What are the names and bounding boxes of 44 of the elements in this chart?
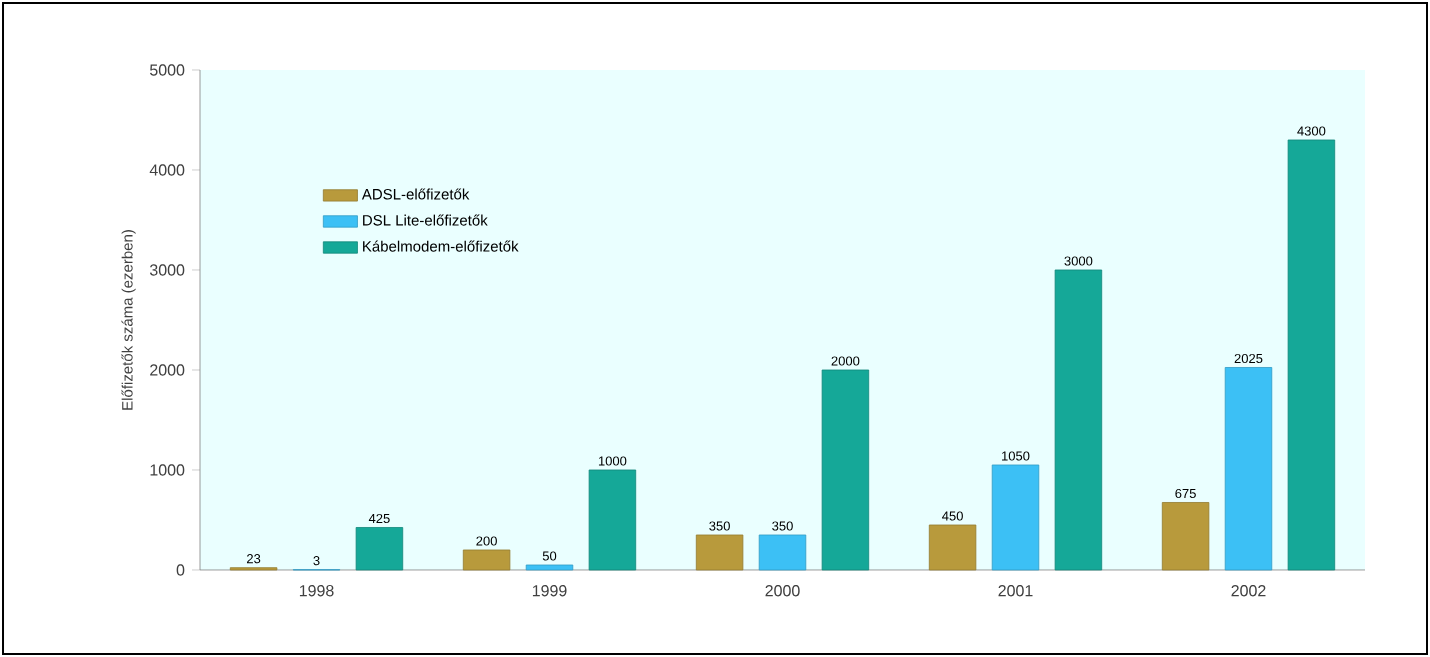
bar [695,534,744,571]
y-tick-label: 4000 [149,164,185,176]
data-label: 2000 [831,356,860,366]
bar [821,369,870,571]
data-label: 1050 [1002,451,1030,461]
bar [588,469,637,571]
data-label: 23 [247,554,261,564]
y-tick-label: 2000 [150,364,185,376]
bar [229,567,278,571]
legend-label: DSL Lite-előfizetők [363,214,488,226]
y-tick-label: 1000 [150,464,185,476]
y-tick-label: 5000 [149,64,185,76]
data-label: 675 [1175,488,1196,499]
data-label: 3000 [1064,256,1093,266]
data-label: 350 [772,521,793,531]
x-tick-label: 1998 [299,585,334,597]
data-label: 350 [709,521,730,531]
data-label: 1000 [598,456,627,466]
y-axis-title: Előfizetők száma (ezerben) [121,230,136,410]
y-tick-label: 0 [176,564,185,576]
data-label: 2025 [1234,353,1263,364]
bar [758,534,807,571]
x-tick-label: 2001 [998,585,1033,597]
bar [1161,502,1210,571]
data-label: 3 [313,556,320,566]
x-tick-label: 2000 [765,585,800,597]
legend-label: Kábelmodem-előfizetők [363,240,519,252]
data-label: 50 [542,551,557,561]
bar [525,564,574,571]
bar [1224,367,1273,571]
data-label: 4300 [1297,126,1326,136]
data-label: 450 [942,511,963,521]
bar [991,464,1040,571]
x-tick-label: 2002 [1231,585,1266,597]
bar [462,549,511,571]
bar [1287,139,1336,571]
x-tick-label: 1999 [532,585,567,597]
y-tick-label: 3000 [149,264,185,276]
bar [928,524,977,571]
data-label: 200 [476,536,497,546]
bar [355,527,404,571]
legend-label: ADSL-előfizetők [361,188,470,200]
bar [1054,269,1103,571]
data-label: 425 [368,513,390,524]
